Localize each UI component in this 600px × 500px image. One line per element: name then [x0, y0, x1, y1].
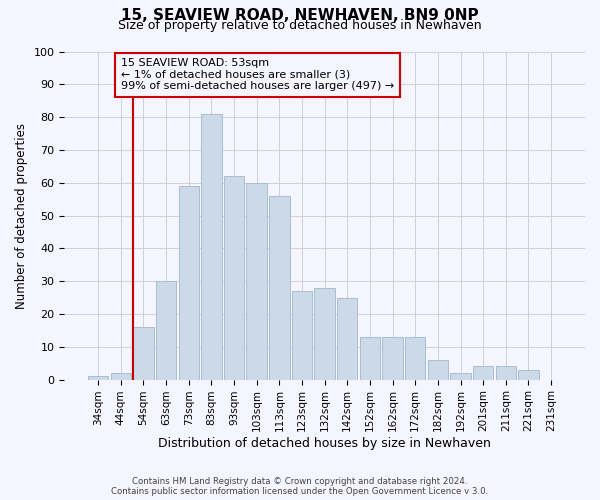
- Bar: [428, 360, 448, 380]
- Bar: [405, 337, 425, 380]
- Bar: [473, 366, 493, 380]
- Bar: [269, 196, 290, 380]
- Bar: [201, 114, 221, 380]
- Bar: [88, 376, 109, 380]
- Bar: [247, 182, 267, 380]
- Bar: [292, 291, 312, 380]
- Bar: [337, 298, 358, 380]
- Y-axis label: Number of detached properties: Number of detached properties: [15, 122, 28, 308]
- Bar: [496, 366, 516, 380]
- X-axis label: Distribution of detached houses by size in Newhaven: Distribution of detached houses by size …: [158, 437, 491, 450]
- Bar: [133, 327, 154, 380]
- Text: 15, SEAVIEW ROAD, NEWHAVEN, BN9 0NP: 15, SEAVIEW ROAD, NEWHAVEN, BN9 0NP: [121, 8, 479, 22]
- Bar: [179, 186, 199, 380]
- Bar: [110, 373, 131, 380]
- Bar: [451, 373, 471, 380]
- Bar: [382, 337, 403, 380]
- Bar: [156, 281, 176, 380]
- Bar: [360, 337, 380, 380]
- Text: 15 SEAVIEW ROAD: 53sqm
← 1% of detached houses are smaller (3)
99% of semi-detac: 15 SEAVIEW ROAD: 53sqm ← 1% of detached …: [121, 58, 394, 92]
- Bar: [518, 370, 539, 380]
- Bar: [314, 288, 335, 380]
- Text: Contains HM Land Registry data © Crown copyright and database right 2024.
Contai: Contains HM Land Registry data © Crown c…: [112, 476, 488, 496]
- Text: Size of property relative to detached houses in Newhaven: Size of property relative to detached ho…: [118, 19, 482, 32]
- Bar: [224, 176, 244, 380]
